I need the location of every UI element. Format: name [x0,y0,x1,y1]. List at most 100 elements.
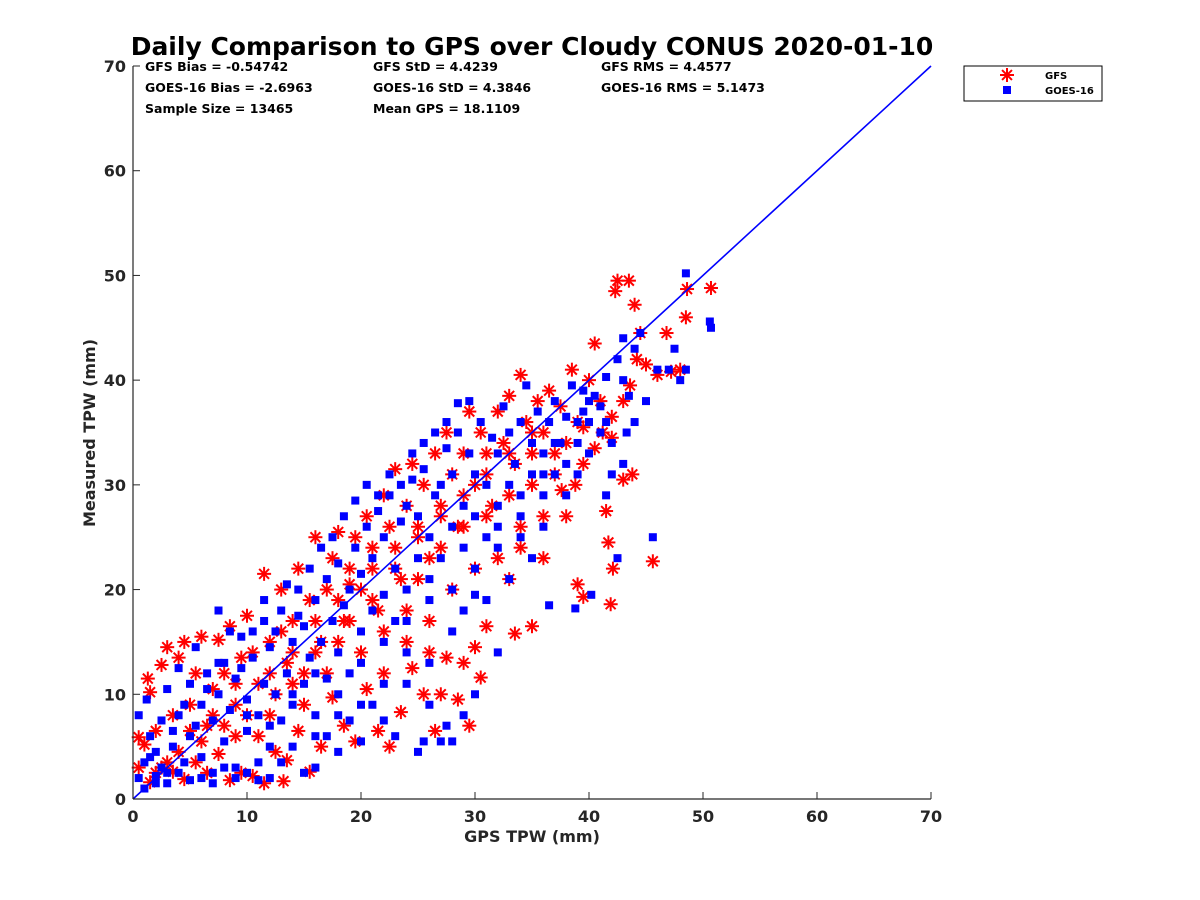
goes-16-point [300,679,308,688]
gfs-point [331,593,346,608]
y-tick-label: 30 [104,476,126,495]
goes-16-point [334,690,343,699]
goes-16-point [231,774,240,783]
goes-16-point [562,491,571,500]
goes-16-point [231,674,240,683]
goes-16-point [402,585,411,594]
goes-16-point [622,428,631,437]
goes-16-point [357,700,365,709]
legend-goes-16-marker [1003,86,1011,94]
goes-16-point [311,763,320,772]
gfs-point [365,593,380,608]
gfs-point [217,718,232,733]
goes-16-point [459,501,468,510]
goes-16-point [522,381,531,390]
gfs-point [542,383,557,398]
goes-16-point [550,438,559,447]
goes-16-point [186,776,194,785]
goes-16-point [585,418,593,427]
gfs-point [411,519,425,534]
goes-16-point [231,763,240,772]
gfs-point [627,297,642,312]
goes-16-point [220,763,229,772]
goes-16-point [334,559,343,568]
goes-16-point [379,716,388,725]
goes-16-point [374,507,383,516]
goes-16-point [248,653,257,662]
goes-16-point [134,774,143,783]
gfs-point [348,530,363,545]
goes-16-point [571,604,580,613]
goes-16-point [374,491,383,500]
gfs-point [530,394,545,409]
goes-16-point [533,407,542,416]
goes-16-point [334,747,343,756]
goes-16-point [619,376,628,385]
legend-gfs-label: GFS [1045,71,1067,82]
goes-16-point [539,522,548,531]
goes-16-point [379,590,388,599]
goes-16-point [345,716,354,725]
gfs-point [678,310,693,325]
goes-16-point [459,606,468,615]
goes-16-point [197,700,206,709]
goes-16-point [425,658,434,667]
gfs-point [468,640,482,655]
goes-16-point [345,669,354,678]
goes-16-point [681,365,690,374]
y-tick-label: 20 [104,581,126,600]
goes-16-point [448,737,457,746]
goes-16-point [624,391,633,400]
goes-16-point [414,512,422,521]
goes-16-point [254,711,263,720]
stat-goes-std: GOES-16 StD = 4.3846 [373,80,531,95]
gfs-point [525,446,539,461]
stat-mean-gps: Mean GPS = 18.1109 [373,101,520,116]
goes-16-point [471,590,479,599]
goes-16-point [471,690,479,699]
gfs-point [342,613,357,628]
gfs-point [211,632,226,647]
goes-16-point [670,344,679,353]
goes-16-point [368,606,377,615]
gfs-point [422,551,437,566]
goes-16-point [488,433,497,442]
goes-16-point [151,771,160,780]
goes-16-point [539,449,548,458]
gfs-point [276,774,291,789]
goes-16-point [642,397,650,406]
y-axis-label: Measured TPW (mm) [80,339,99,527]
goes-16-point [214,606,223,615]
goes-16-point [317,637,326,646]
x-axis-label: GPS TPW (mm) [464,827,600,846]
goes-16-point [585,449,593,458]
goes-16-point [334,648,343,657]
goes-16-point [368,700,377,709]
gfs-point [576,420,591,435]
goes-16-point [282,669,291,678]
goes-16-point [282,580,291,589]
goes-16-point [493,543,502,552]
gfs-point [365,540,380,555]
goes-16-point [505,428,514,437]
goes-16-point [442,418,451,427]
goes-16-point [459,543,468,552]
y-ticks: 0 10 20 30 40 50 60 70 [104,57,140,809]
gfs-point [262,708,277,723]
gfs-point [217,666,232,681]
gfs-point [513,519,528,534]
goes-16-point [191,643,200,652]
gfs-point [603,597,618,612]
gfs-point [399,603,414,618]
gfs-point [439,650,454,665]
goes-16-point [453,428,462,437]
gfs-point [194,734,209,749]
stat-gfs-bias: GFS Bias = -0.54742 [145,59,288,74]
goes-16-point [425,700,434,709]
gfs-point [479,509,494,524]
gfs-point [568,477,583,492]
x-tick-label: 60 [806,807,828,826]
goes-16-point [186,679,194,688]
goes-16-point [482,596,491,605]
goes-16-point [556,438,565,447]
